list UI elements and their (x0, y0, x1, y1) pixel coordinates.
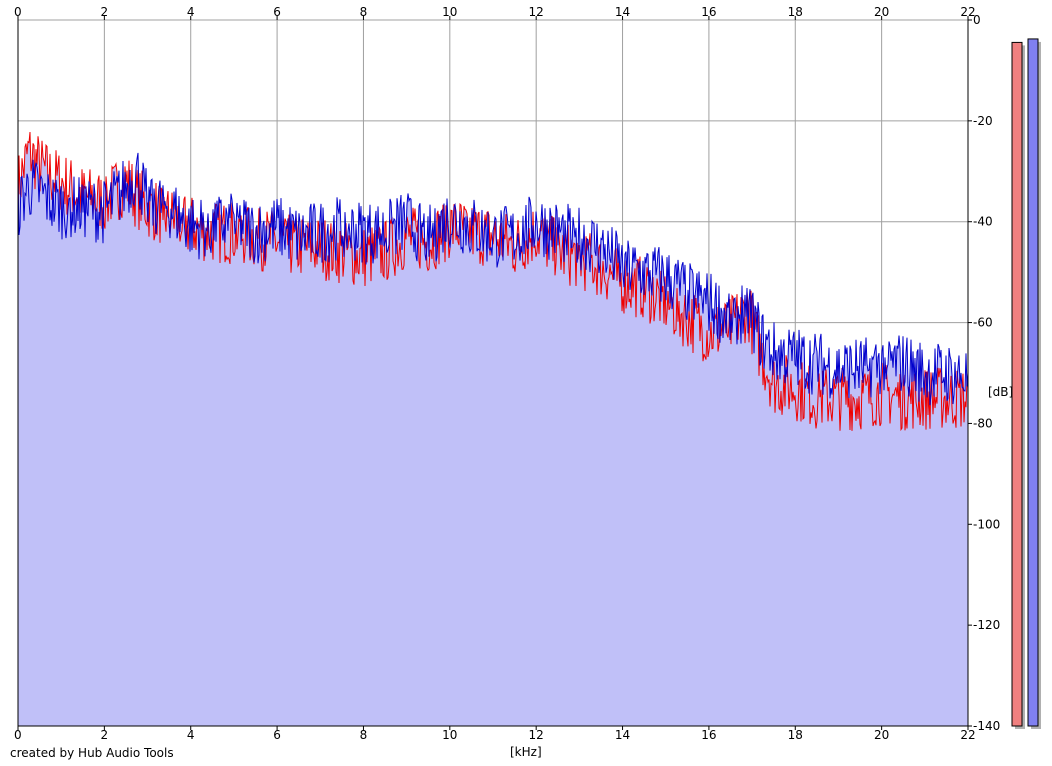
x-tick-label-bottom: 20 (874, 728, 889, 742)
x-tick-label-top: 0 (14, 5, 22, 19)
tick-labels: 002244668810101212141416161818202022220-… (14, 5, 1000, 742)
level-meter-right (1027, 38, 1039, 727)
x-tick-label-bottom: 14 (615, 728, 630, 742)
spectrum-fill (18, 132, 968, 727)
spectrum-fill-area (18, 132, 968, 727)
x-tick-label-top: 8 (360, 5, 368, 19)
y-tick-label: -100 (973, 517, 1000, 531)
x-tick-label-bottom: 12 (529, 728, 544, 742)
y-tick-label: 0 (973, 13, 981, 27)
spectrum-lines (17, 131, 969, 432)
x-axis-label: [kHz] (510, 745, 542, 759)
x-tick-label-bottom: 2 (101, 728, 109, 742)
x-tick-label-bottom: 10 (442, 728, 457, 742)
x-tick-label-bottom: 18 (788, 728, 803, 742)
y-tick-label: -80 (973, 416, 993, 430)
level-meter-left (1011, 41, 1023, 727)
x-tick-label-top: 10 (442, 5, 457, 19)
y-tick-label: -60 (973, 316, 993, 330)
x-tick-label-top: 16 (701, 5, 716, 19)
series-line-right (17, 152, 969, 406)
x-tick-label-top: 18 (788, 5, 803, 19)
credit-text: created by Hub Audio Tools (10, 746, 174, 760)
x-tick-label-bottom: 6 (273, 728, 281, 742)
x-tick-label-top: 4 (187, 5, 195, 19)
x-tick-label-top: 2 (101, 5, 109, 19)
x-tick-label-bottom: 0 (14, 728, 22, 742)
y-tick-label: -40 (973, 215, 993, 229)
x-tick-label-top: 14 (615, 5, 630, 19)
x-tick-label-top: 20 (874, 5, 889, 19)
level-meters (1011, 38, 1041, 730)
x-tick-label-bottom: 8 (360, 728, 368, 742)
y-tick-label: -140 (973, 719, 1000, 733)
x-tick-label-bottom: 4 (187, 728, 195, 742)
x-tick-label-top: 6 (273, 5, 281, 19)
chart-axes (17, 16, 972, 730)
y-tick-label: -20 (973, 114, 993, 128)
x-tick-label-top: 12 (529, 5, 544, 19)
x-tick-label-bottom: 16 (701, 728, 716, 742)
x-tick-label-bottom: 22 (960, 728, 975, 742)
y-axis-label: [dB] (988, 385, 1013, 399)
x-tick-label-top: 22 (960, 5, 975, 19)
y-tick-label: -120 (973, 618, 1000, 632)
